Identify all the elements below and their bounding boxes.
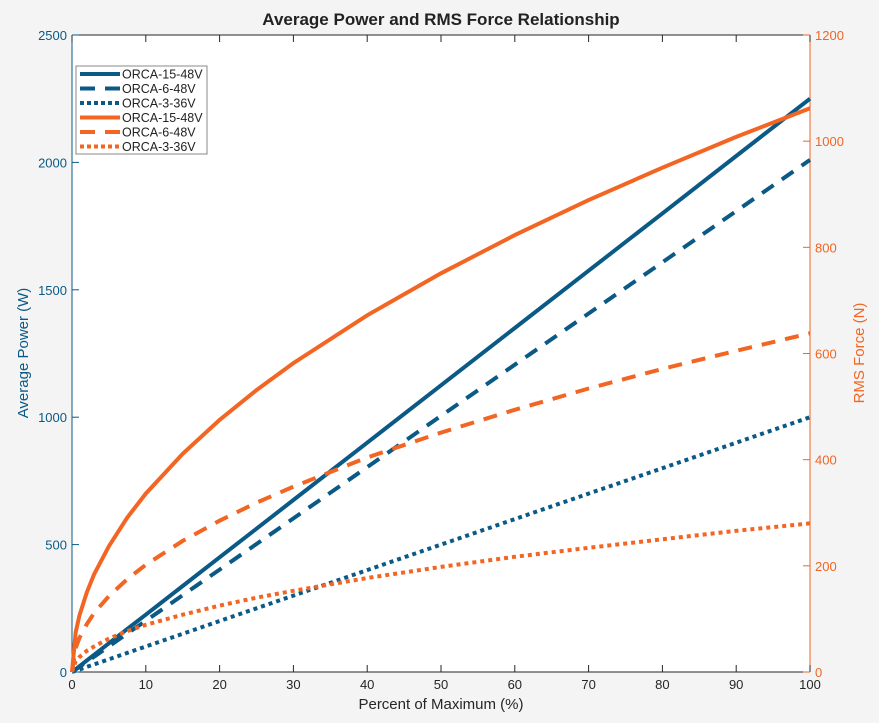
left-tick-label: 1000 <box>38 410 67 425</box>
series-line-force-orca-15-48v <box>70 106 811 673</box>
x-tick-label: 30 <box>286 677 300 692</box>
right-tick-label: 400 <box>815 453 837 468</box>
series-lines <box>70 97 812 674</box>
left-tick-label: 2500 <box>38 28 67 43</box>
x-tick-label: 20 <box>212 677 226 692</box>
legend-label: ORCA-6-48V <box>122 126 196 140</box>
legend-label: ORCA-15-48V <box>122 111 203 125</box>
x-tick-label: 10 <box>139 677 153 692</box>
legend-label: ORCA-3-36V <box>122 97 196 111</box>
chart-title: Average Power and RMS Force Relationship <box>262 10 619 29</box>
x-tick-label: 80 <box>655 677 669 692</box>
series-line-power-orca-15-48v <box>70 97 812 674</box>
left-tick-label: 1500 <box>38 283 67 298</box>
right-tick-label: 600 <box>815 347 837 362</box>
legend-box <box>75 65 208 155</box>
legend: ORCA-15-48VORCA-6-48VORCA-3-36VORCA-15-4… <box>75 65 208 155</box>
right-tick-label: 0 <box>815 665 822 680</box>
legend-label: ORCA-3-36V <box>122 140 196 154</box>
right-tick-label: 800 <box>815 240 837 255</box>
series-line-power-orca-6-48v <box>70 158 812 674</box>
x-tick-label: 60 <box>508 677 522 692</box>
x-tick-label: 70 <box>581 677 595 692</box>
x-axis-label: Percent of Maximum (%) <box>358 696 523 713</box>
series-line-force-orca-6-48v <box>70 331 811 673</box>
left-tick-label: 0 <box>60 665 67 680</box>
axes: 0 10 20 30 40 50 60 70 80 90 100050010001500200025… <box>38 28 844 692</box>
x-tick-label: 0 <box>68 677 75 692</box>
x-tick-label: 50 <box>434 677 448 692</box>
x-tick-label: 100 <box>799 677 821 692</box>
right-tick-label: 200 <box>815 559 837 574</box>
series-line-force-orca-3-36v <box>70 521 811 673</box>
legend-label: ORCA-6-48V <box>122 82 196 96</box>
legend-label: ORCA-15-48V <box>122 68 203 82</box>
series-line-power-orca-3-36v <box>71 415 811 674</box>
left-axis-label: Average Power (W) <box>15 288 32 419</box>
left-tick-label: 2000 <box>38 155 67 170</box>
x-tick-label: 40 <box>360 677 374 692</box>
right-tick-label: 1200 <box>815 28 844 43</box>
left-tick-label: 500 <box>45 538 67 553</box>
x-tick-label: 90 <box>729 677 743 692</box>
right-tick-label: 1000 <box>815 134 844 149</box>
right-axis-label: RMS Force (N) <box>851 303 868 404</box>
